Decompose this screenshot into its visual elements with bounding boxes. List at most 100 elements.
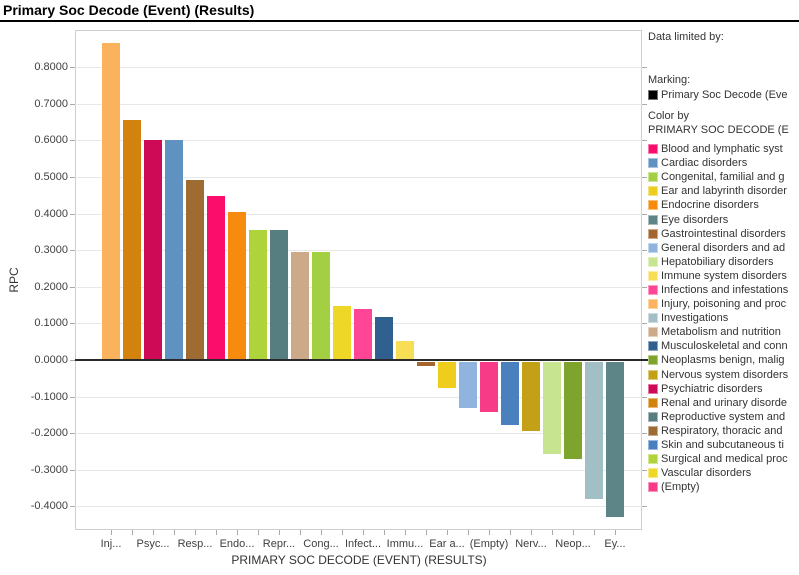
bar[interactable] [375,317,393,360]
legend-color-swatch [648,270,658,281]
marking-label: Marking: [648,74,691,86]
legend-item[interactable]: Injury, poisoning and proc [648,297,798,311]
legend-item-label: Reproductive system and [661,410,786,423]
bar[interactable] [186,180,204,360]
bar[interactable] [606,362,624,517]
bar[interactable] [270,230,288,360]
legend-item[interactable]: Eye disorders [648,212,798,226]
x-tick-mark [384,530,385,535]
x-tick-mark [321,530,322,535]
legend-item[interactable]: Ear and labyrinth disorder [648,184,798,198]
bar[interactable] [333,306,351,360]
gridline [75,287,642,288]
x-tick-mark [363,530,364,535]
y-tick-mark [70,506,75,507]
gridline [75,140,642,141]
x-tick-mark [111,530,112,535]
bar[interactable] [249,230,267,360]
y-tick-mark [70,67,75,68]
legend-item[interactable]: Nervous system disorders [648,368,798,382]
bar[interactable] [207,196,225,360]
legend-item[interactable]: Respiratory, thoracic and [648,424,798,438]
legend-item-label: Blood and lymphatic syst [661,143,783,156]
legend-item[interactable]: Endocrine disorders [648,198,798,212]
x-tick-mark [195,530,196,535]
legend-item[interactable]: Surgical and medical proc [648,452,798,466]
bar[interactable] [228,212,246,360]
legend-item[interactable]: Renal and urinary disorde [648,396,798,410]
x-tick-mark [405,530,406,535]
marking-item[interactable]: Primary Soc Decode (Eve [648,88,798,102]
x-tick-mark [132,530,133,535]
gridline [75,104,642,105]
y-tick-mark [70,470,75,471]
bar[interactable] [501,362,519,425]
bar[interactable] [102,43,120,360]
y-tick-label: -0.4000 [30,500,68,512]
x-tick-mark [342,530,343,535]
y-tick-mark-right [642,433,647,434]
x-tick-label: Cong... [303,538,339,550]
legend-item-label: Surgical and medical proc [661,453,788,466]
legend-item[interactable]: Psychiatric disorders [648,382,798,396]
x-tick-label: Resp... [177,538,213,550]
bar[interactable] [459,362,477,408]
legend-color-swatch [648,172,658,183]
legend-item[interactable]: Immune system disorders [648,269,798,283]
bar[interactable] [522,362,540,431]
legend-item[interactable]: Blood and lymphatic syst [648,142,798,156]
legend-item-label: Musculoskeletal and conn [661,340,788,353]
legend-item[interactable]: Reproductive system and [648,410,798,424]
bar[interactable] [354,309,372,360]
legend-color-swatch [648,242,658,253]
legend-item[interactable]: Congenital, familial and g [648,170,798,184]
legend-item-label: General disorders and ad [661,241,786,254]
legend-color-swatch [648,369,658,380]
bar[interactable] [480,362,498,412]
gridline [75,177,642,178]
legend-item[interactable]: Skin and subcutaneous ti [648,438,798,452]
bar[interactable] [543,362,561,454]
x-tick-label: Immu... [386,538,424,550]
bar[interactable] [165,140,183,360]
bar[interactable] [564,362,582,459]
bar[interactable] [438,362,456,388]
legend-item[interactable]: Musculoskeletal and conn [648,339,798,353]
legend-item[interactable]: Gastrointestinal disorders [648,227,798,241]
y-tick-mark [70,397,75,398]
bar[interactable] [417,362,435,366]
legend-item[interactable]: General disorders and ad [648,241,798,255]
x-tick-mark [174,530,175,535]
bar[interactable] [291,252,309,360]
y-tick-mark [70,214,75,215]
bar[interactable] [585,362,603,499]
legend-item[interactable]: Metabolism and nutrition [648,325,798,339]
legend-item-label: Skin and subcutaneous ti [661,439,784,452]
legend-item[interactable]: Investigations [648,311,798,325]
legend-item[interactable]: (Empty) [648,480,798,494]
y-tick-mark-right [642,104,647,105]
legend-item[interactable]: Infections and infestations [648,283,798,297]
bar[interactable] [312,252,330,360]
y-tick-label: -0.2000 [30,427,68,439]
gridline [75,470,642,471]
y-tick-mark [70,104,75,105]
x-tick-mark [489,530,490,535]
y-tick-mark-right [642,177,647,178]
y-tick-mark-right [642,140,647,141]
bar[interactable] [396,341,414,360]
bar[interactable] [144,140,162,360]
legend-item[interactable]: Hepatobiliary disorders [648,255,798,269]
y-tick-mark-right [642,323,647,324]
color-by-label: Color by [648,110,689,122]
legend-color-swatch [648,299,658,310]
legend-color-swatch [648,341,658,352]
legend-item[interactable]: Vascular disorders [648,466,798,480]
y-tick-mark [70,177,75,178]
legend-color-swatch [648,482,658,493]
legend-item[interactable]: Cardiac disorders [648,156,798,170]
legend-item-list: Blood and lymphatic syst Cardiac disorder… [648,142,798,494]
bar[interactable] [123,120,141,360]
legend-item[interactable]: Neoplasms benign, malig [648,353,798,367]
